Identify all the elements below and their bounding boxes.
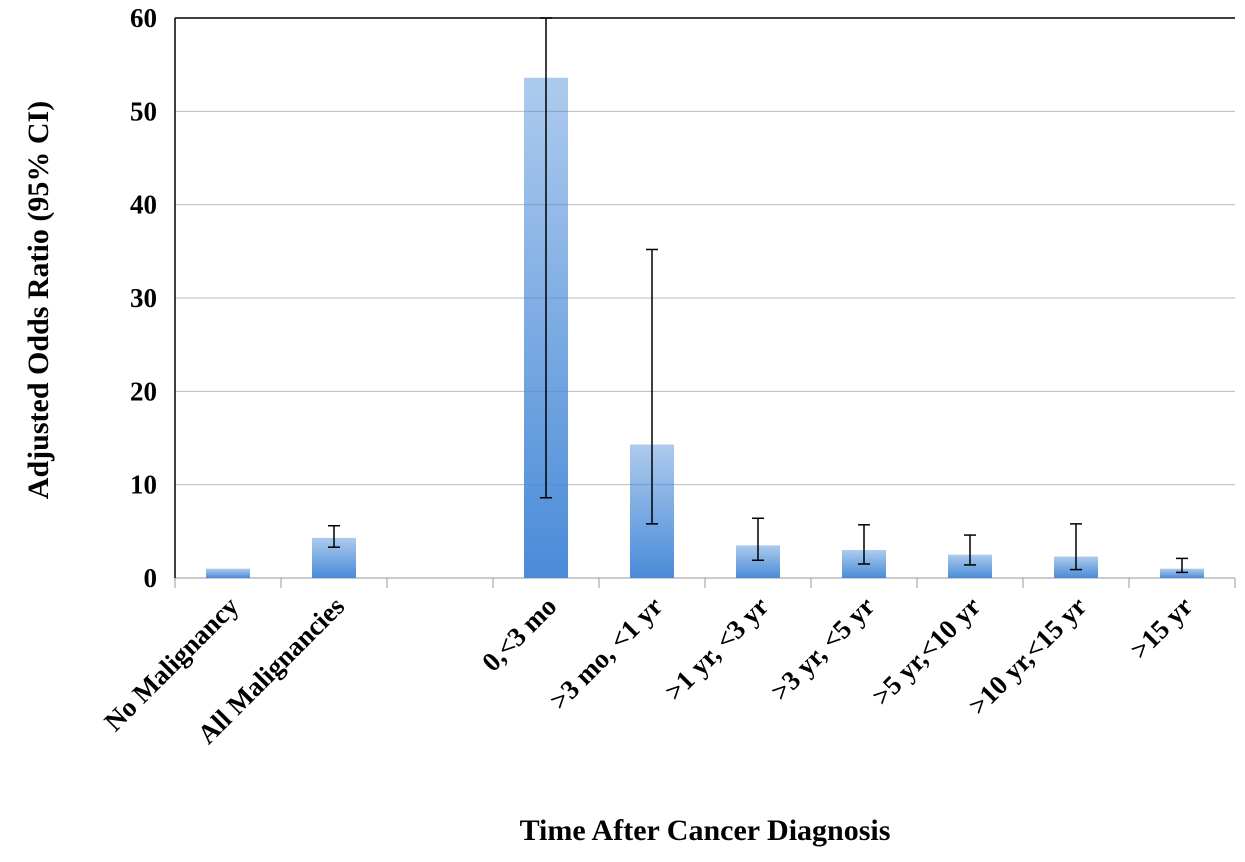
bar — [1160, 568, 1204, 578]
x-tick-label: >3 yr, <5 yr — [765, 591, 880, 706]
y-tick-label: 60 — [130, 3, 157, 33]
bar — [206, 568, 250, 578]
x-tick-label: >15 yr — [1124, 591, 1198, 665]
x-axis-title: Time After Cancer Diagnosis — [520, 814, 891, 847]
y-tick-label: 0 — [144, 563, 158, 593]
y-tick-label: 20 — [130, 376, 157, 406]
y-tick-label: 40 — [130, 190, 157, 220]
bar — [948, 554, 992, 578]
x-tick-label: >1 yr, <3 yr — [659, 591, 774, 706]
y-tick-label: 10 — [130, 470, 157, 500]
x-tick-label: >3 mo, <1 yr — [544, 591, 669, 716]
x-tick-label: 0,<3 mo — [476, 591, 562, 677]
y-tick-label: 30 — [130, 283, 157, 313]
y-axis-title: Adjusted Odds Ratio (95% CI) — [22, 101, 55, 499]
y-tick-label: 50 — [130, 96, 157, 126]
